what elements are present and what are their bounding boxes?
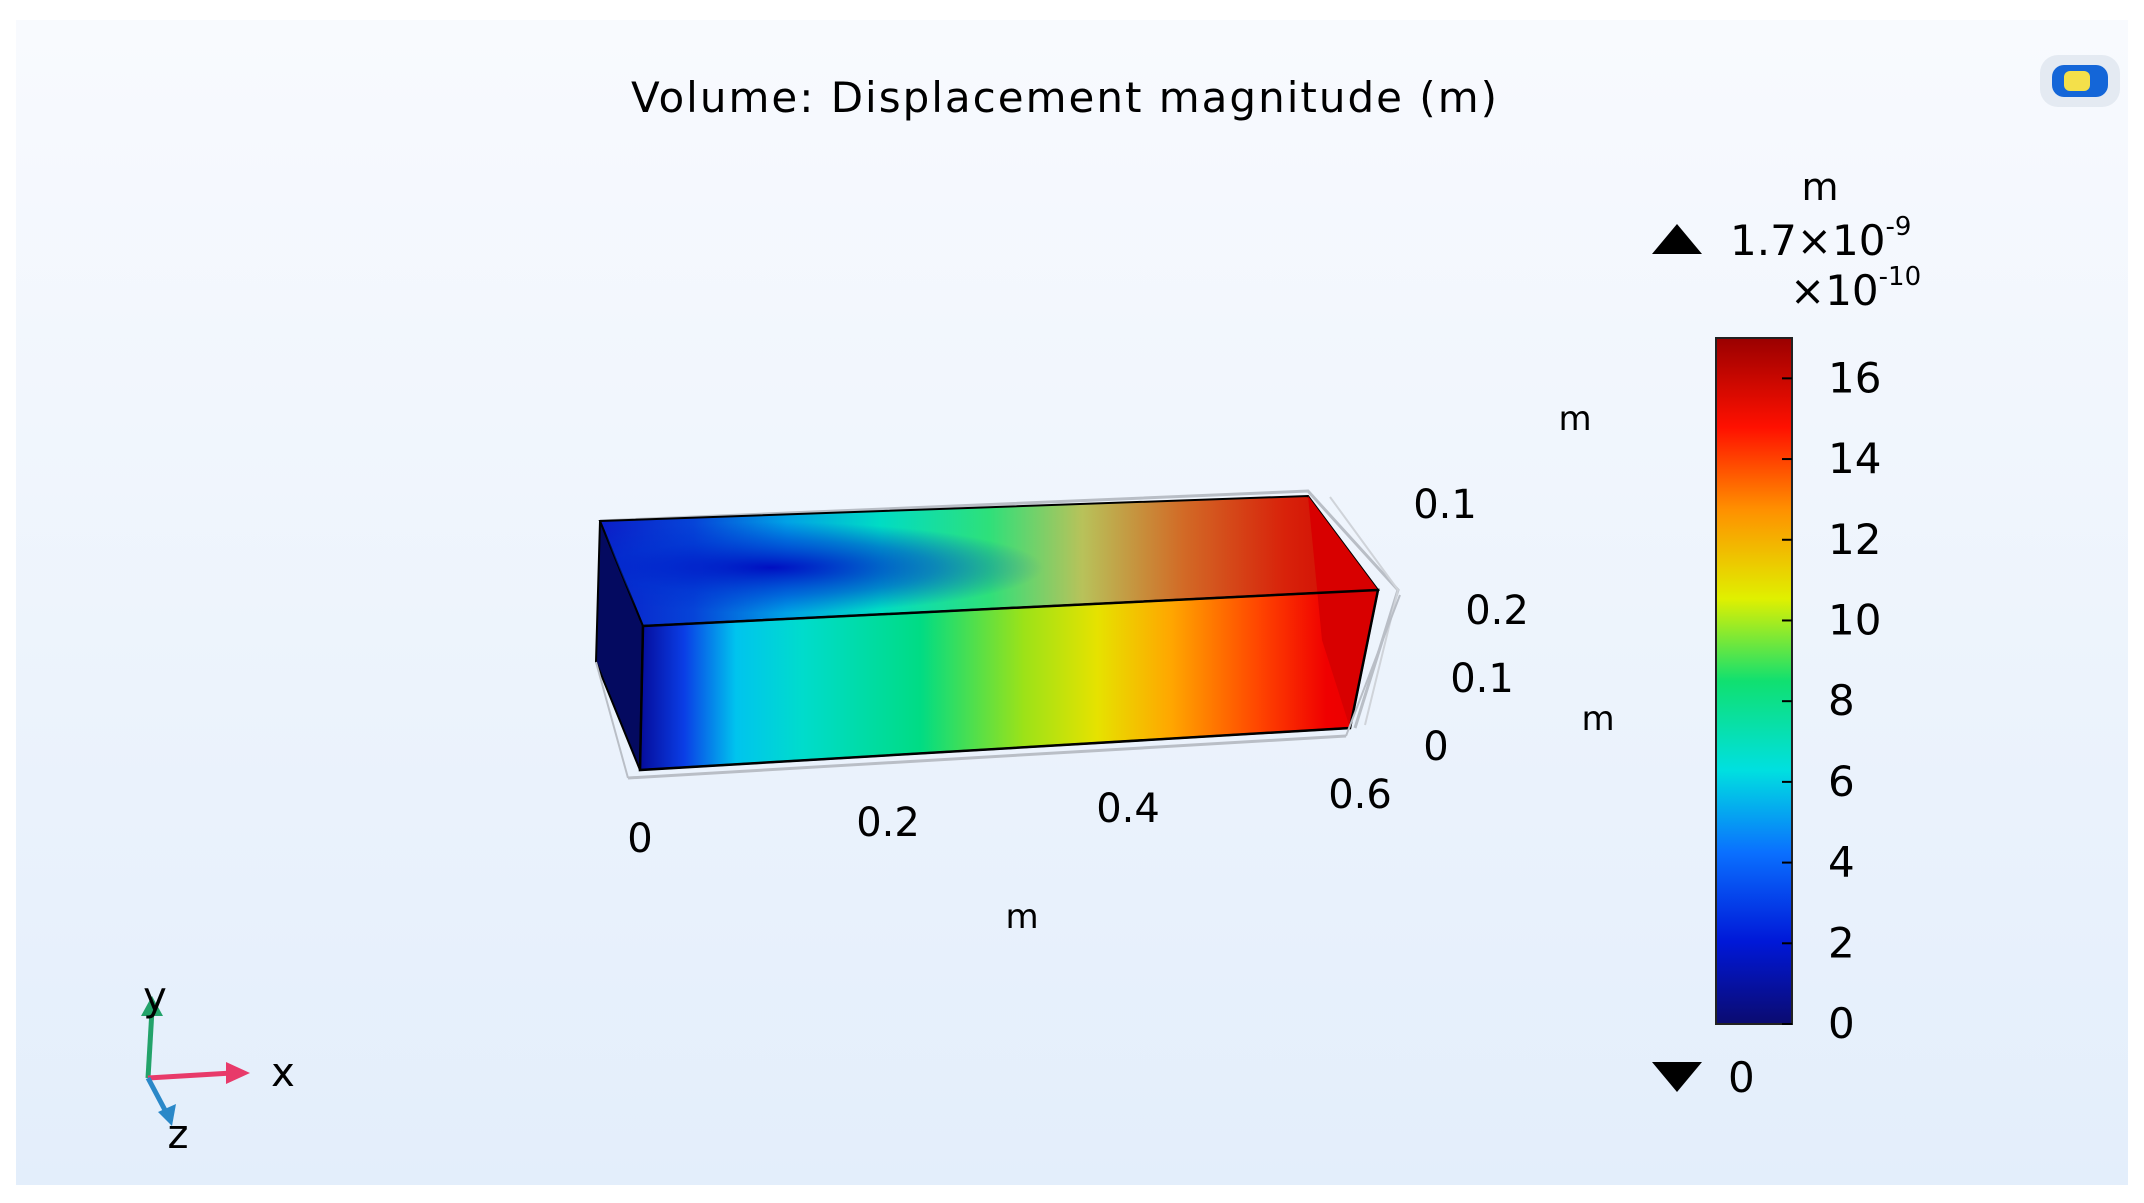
y-axis-unit-label: m [1558, 399, 1591, 439]
min-triangle-icon [1652, 1062, 1702, 1092]
colorbar-max-label: 1.7×10-9 [1730, 212, 1911, 265]
colorbar-tick-label: 6 [1828, 757, 1855, 806]
colorbar-min-label: 0 [1728, 1053, 1755, 1102]
triad-x-label: x [271, 1050, 295, 1096]
x-direction-arrow [147, 1070, 233, 1081]
y-tick-label: 0.1 [1413, 482, 1477, 528]
colorbar-ticks: 16 14 12 10 8 6 4 2 0 [1782, 353, 1881, 1048]
x-axis-unit-label: m [1005, 897, 1038, 937]
colorbar-tick-label: 12 [1828, 515, 1881, 564]
colorbar-scale-label: ×10-10 [1790, 262, 1921, 315]
colorbar-tick-label: 2 [1828, 918, 1855, 967]
x-tick-label: 0 [627, 816, 652, 862]
colorbar-gradient [1715, 337, 1793, 1025]
triad-y-label: y [143, 974, 167, 1020]
colorbar-tick-label: 10 [1828, 595, 1881, 644]
y-direction-arrow [145, 1009, 155, 1079]
axis-triad: y x z [141, 974, 295, 1158]
plot-title: Volume: Displacement magnitude (m) [631, 73, 1499, 122]
x-tick-label: 0.4 [1096, 786, 1160, 832]
colorbar-tick-label: 0 [1828, 999, 1855, 1048]
z-tick-label: 0.1 [1450, 656, 1514, 702]
geometry-block[interactable] [594, 489, 1401, 780]
camera-view-icon[interactable] [2040, 55, 2120, 107]
colorbar-tick-label: 14 [1828, 434, 1881, 483]
bounding-box-front-edge [627, 734, 1347, 780]
colorbar-legend: m 1.7×10-9 ×10-10 16 14 12 10 8 6 4 2 0 0 [1652, 165, 1921, 1102]
z-axis: 0.2 0.1 0 m [1423, 588, 1614, 770]
z-direction-arrow [145, 1076, 169, 1114]
y-axis: 0.1 m [1413, 399, 1591, 528]
colorbar-unit: m [1801, 165, 1838, 209]
x-axis: 0 0.2 0.4 0.6 m [627, 772, 1392, 937]
max-triangle-icon [1652, 224, 1702, 254]
colorbar-tick-label: 8 [1828, 676, 1855, 725]
colorbar-tick-label: 4 [1828, 838, 1855, 887]
x-tick-label: 0.6 [1328, 772, 1392, 818]
z-axis-unit-label: m [1581, 699, 1614, 739]
z-tick-label: 0 [1423, 724, 1448, 770]
colorbar-tick-label: 16 [1828, 353, 1881, 402]
z-tick-label: 0.2 [1465, 588, 1529, 634]
block-top-face-shading [600, 496, 1378, 626]
bounding-box-right-edges [1329, 496, 1400, 726]
triad-z-label: z [168, 1112, 189, 1158]
x-tick-label: 0.2 [856, 800, 920, 846]
